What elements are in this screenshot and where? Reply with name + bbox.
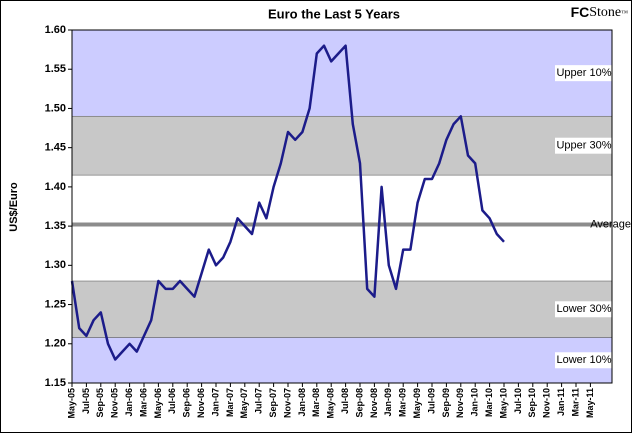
band-label: Upper 30% [556, 140, 611, 152]
x-tick-label: Mar-08 [311, 388, 321, 417]
x-tick-label: Jul-10 [513, 388, 523, 414]
x-tick-label: May-06 [153, 388, 163, 419]
x-tick-label: Jan-10 [470, 388, 480, 417]
x-tick-label: Nov-09 [455, 388, 465, 418]
y-tick-label: 1.30 [45, 259, 66, 271]
x-tick-label: Sep-05 [95, 388, 105, 418]
x-tick-label: May-05 [66, 388, 76, 419]
x-tick-label: Jan-06 [124, 388, 134, 417]
plot-border [71, 29, 613, 384]
x-tick-label: Jan-07 [210, 388, 220, 417]
y-tick-label: 1.55 [45, 63, 66, 75]
x-tick-label: Sep-10 [527, 388, 537, 418]
chart-title: Euro the Last 5 Years [268, 6, 400, 21]
logo: FCStone™ [571, 4, 629, 21]
x-tick-label: Sep-06 [182, 388, 192, 418]
band-label-box [555, 301, 612, 318]
band-label-group: Upper 10% [555, 65, 612, 82]
x-tick-label: Jul-08 [340, 388, 350, 414]
y-tick-label: 1.40 [45, 181, 66, 193]
x-tick-label: Nov-05 [110, 388, 120, 418]
y-tick-label: 1.15 [45, 377, 66, 389]
series-line [70, 44, 505, 361]
y-tick-label: 1.35 [45, 220, 66, 232]
x-tick-label: Mar-09 [398, 388, 408, 417]
band [71, 280, 613, 338]
y-tick-label: 1.20 [45, 338, 66, 350]
band-label-box [555, 65, 612, 82]
y-tick-label: 1.25 [45, 298, 66, 310]
x-tick-label: Sep-08 [354, 388, 364, 418]
band-label-box [555, 352, 612, 369]
x-tick-label: Jul-05 [81, 388, 91, 414]
x-tick-label: Mar-06 [138, 388, 148, 417]
y-tick-label: 1.50 [45, 102, 66, 114]
x-tick-label: Sep-07 [268, 388, 278, 418]
band-label-box [555, 137, 612, 154]
x-tick-label: Jul-06 [167, 388, 177, 414]
x-tick-label: Jul-09 [426, 388, 436, 414]
logo-mark: ™ [621, 9, 628, 17]
band [71, 115, 613, 176]
x-tick-label: May-11 [585, 388, 595, 418]
x-tick-label: May-10 [498, 388, 508, 419]
y-tick-label: 1.45 [45, 142, 66, 154]
band-label: Lower 10% [556, 354, 611, 366]
x-tick-label: Nov-07 [282, 388, 292, 418]
x-tick-label: May-08 [326, 388, 336, 419]
band [71, 337, 613, 384]
x-tick-label: Jan-09 [383, 388, 393, 417]
x-tick-label: Mar-11 [570, 388, 580, 417]
x-tick-label: Nov-08 [369, 388, 379, 418]
band-label: Lower 30% [556, 303, 611, 315]
x-tick-label: Jan-08 [297, 388, 307, 417]
logo-bold: FC [571, 4, 590, 20]
x-tick-label: May-07 [239, 388, 249, 419]
band-label-group: Lower 10% [555, 352, 612, 369]
x-tick-label: Sep-09 [441, 388, 451, 418]
x-tick-label: Mar-07 [225, 388, 235, 417]
x-tick-label: May-09 [412, 388, 422, 419]
logo-rest: Stone [589, 5, 621, 20]
x-tick-label: Jan-11 [556, 388, 566, 416]
x-tick-label: Nov-06 [196, 388, 206, 418]
band [71, 29, 613, 117]
x-tick-label: Jul-07 [254, 388, 264, 414]
band-label-group: Upper 30% [555, 137, 612, 154]
x-tick-label: Nov-10 [542, 388, 552, 418]
y-tick-label: 1.60 [45, 24, 66, 36]
x-tick-label: Mar-10 [484, 388, 494, 417]
band-label: Upper 10% [556, 67, 611, 79]
average-label: Average [590, 218, 631, 230]
band-label-group: Lower 30% [555, 301, 612, 318]
y-axis-label: US$/Euro [8, 182, 20, 232]
